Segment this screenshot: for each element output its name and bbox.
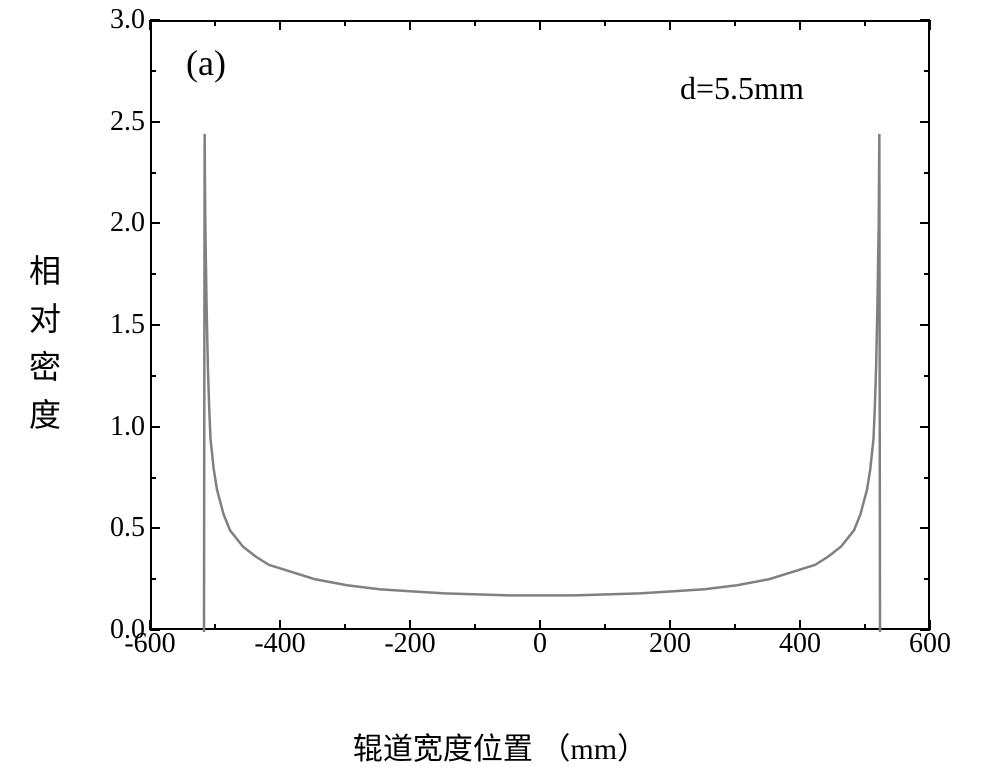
x-tick [279,20,281,30]
x-minor-tick [734,624,736,630]
y-axis-label: 相对密度 [20,150,66,550]
y-minor-tick [924,70,930,72]
y-tick-label: 2.5 [110,106,145,138]
y-tick-label: 2.0 [110,207,145,239]
y-tick [150,527,160,529]
y-tick [150,19,160,21]
y-tick [920,426,930,428]
y-minor-tick [924,273,930,275]
y-tick [150,426,160,428]
line-plot-svg [152,22,932,632]
y-tick [920,222,930,224]
plot-area [150,20,930,630]
y-tick [920,527,930,529]
y-minor-tick [924,375,930,377]
x-tick [409,20,411,30]
chart-annotation: d=5.5mm [680,70,804,107]
y-tick-label: 0.5 [110,512,145,544]
x-tick-label: 0 [533,628,547,660]
panel-label: (a) [180,40,232,86]
y-tick-label: 1.0 [110,411,145,443]
data-line [204,134,880,632]
y-tick [150,324,160,326]
x-minor-tick [474,20,476,26]
x-tick-label: 400 [779,628,821,660]
x-minor-tick [344,20,346,26]
y-tick [920,121,930,123]
y-minor-tick [924,578,930,580]
y-minor-tick [150,578,156,580]
x-minor-tick [474,624,476,630]
y-tick [150,222,160,224]
y-minor-tick [150,273,156,275]
x-tick [149,20,151,30]
x-tick-label: 200 [649,628,691,660]
y-tick [920,324,930,326]
x-minor-tick [214,20,216,26]
x-tick-label: 600 [909,628,951,660]
x-minor-tick [344,624,346,630]
y-tick-label: 3.0 [110,4,145,36]
y-minor-tick [150,477,156,479]
x-tick-label: -200 [384,628,435,660]
y-minor-tick [150,70,156,72]
y-minor-tick [924,477,930,479]
x-minor-tick [604,624,606,630]
x-minor-tick [864,20,866,26]
y-tick-label: 1.5 [110,309,145,341]
y-tick [150,121,160,123]
y-minor-tick [150,375,156,377]
x-tick-label: -600 [124,628,175,660]
chart-container [120,10,960,690]
x-minor-tick [734,20,736,26]
y-minor-tick [150,172,156,174]
x-tick [669,20,671,30]
x-minor-tick [864,624,866,630]
x-minor-tick [214,624,216,630]
x-tick-label: -400 [254,628,305,660]
x-tick [799,20,801,30]
x-minor-tick [604,20,606,26]
x-tick [929,20,931,30]
y-minor-tick [924,172,930,174]
x-tick [539,20,541,30]
x-axis-label: 辊道宽度位置 （mm） [0,724,1000,768]
